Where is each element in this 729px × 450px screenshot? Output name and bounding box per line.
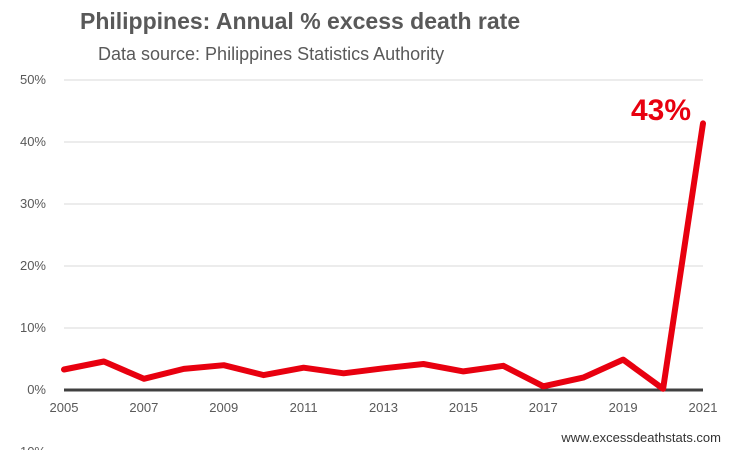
y-tick-label: 10% [20,320,46,335]
y-tick-label: 30% [20,196,46,211]
x-tick-label: 2017 [529,400,558,415]
gridlines [64,79,703,329]
data-label-annotation: 43% [631,94,691,127]
y-tick-label: 0% [27,382,46,397]
x-tick-label: 2011 [290,400,318,415]
series-line [61,120,706,392]
chart-title: Philippines: Annual % excess death rate [80,8,521,34]
y-tick-label: 50% [20,72,46,87]
y-tick-label: -10% [16,444,47,450]
footer-source-url: www.excessdeathstats.com [561,430,721,445]
x-tick-label: 2005 [50,400,79,415]
annotations: 43% [631,94,691,127]
x-tick-label: 2019 [609,400,638,415]
series-group [61,120,706,392]
y-tick-label: 20% [20,258,46,273]
x-tick-label: 2013 [369,400,398,415]
x-tick-label: 2021 [689,400,718,415]
x-tick-label: 2015 [449,400,478,415]
x-axis-ticks: 2005 2007 2009 2011 2013 2015 2017 2019 2021 [50,400,718,415]
y-axis-ticks: 50% 40% 30% 20% 10% 0% -10% [16,72,47,450]
y-tick-label: 40% [20,134,46,149]
x-tick-label: 2007 [129,400,158,415]
x-tick-label: 2009 [209,400,238,415]
chart-subtitle: Data source: Philippines Statistics Auth… [98,44,445,64]
